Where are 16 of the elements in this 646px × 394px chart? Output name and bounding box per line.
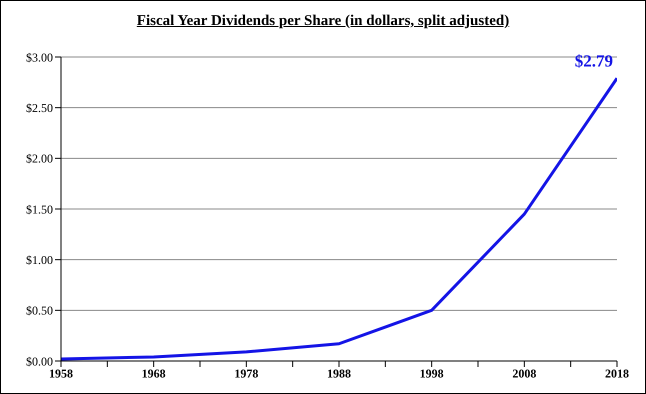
y-tick-label: $0.00 (26, 354, 53, 368)
chart-title: Fiscal Year Dividends per Share (in dollars, split adjusted) (136, 13, 510, 30)
y-tick-label: $2.50 (26, 100, 53, 115)
x-tick-label: 1968 (142, 366, 166, 381)
x-tick-label: 1978 (234, 366, 258, 381)
x-tick-label: 1998 (420, 366, 444, 381)
x-tick-label: 1958 (49, 366, 73, 381)
y-tick-label: $1.00 (26, 252, 53, 267)
y-tick-label: $1.50 (26, 202, 53, 216)
y-tick-label: $2.00 (26, 152, 53, 166)
x-tick-label: 2018 (605, 366, 629, 381)
x-tick-label: 1988 (327, 366, 351, 381)
x-tick-label: 2008 (512, 366, 536, 381)
y-tick-label: $0.50 (26, 304, 53, 318)
annotation: $2.79 (574, 51, 613, 70)
y-tick-label: $3.00 (26, 50, 53, 64)
